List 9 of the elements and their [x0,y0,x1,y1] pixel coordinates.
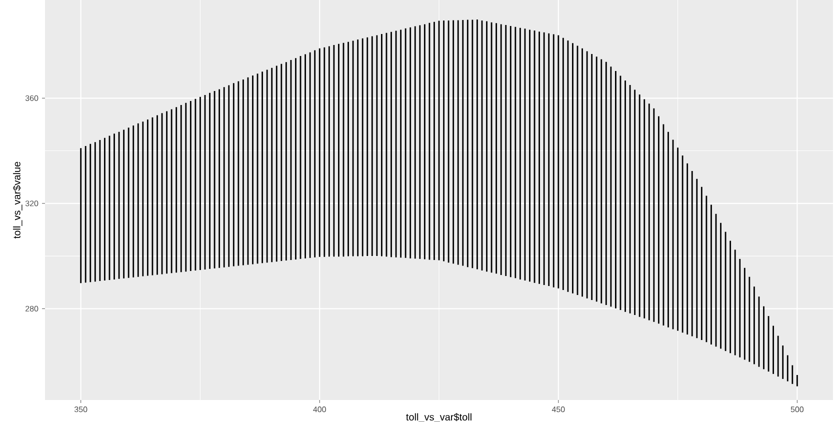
y-tick-label: 320 [25,200,38,206]
y-axis-title: toll_vs_var$value [12,162,22,238]
y-tick-label: 360 [25,95,38,101]
x-tick-label: 500 [790,406,804,412]
x-tick-label: 400 [313,406,326,412]
x-tick-label: 350 [74,406,88,412]
y-tick-label: 280 [26,306,38,312]
x-axis-title: toll_vs_var$toll [406,413,472,422]
x-tick-label: 450 [552,406,565,412]
